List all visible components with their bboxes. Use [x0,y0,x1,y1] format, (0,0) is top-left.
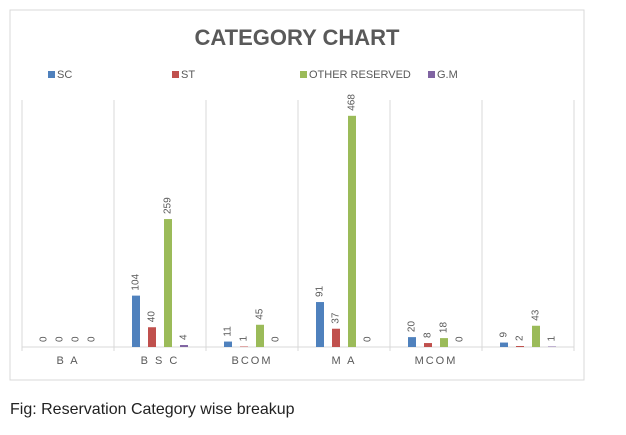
bar [532,326,540,347]
legend-label: G.M [437,69,458,81]
value-label: 20 [407,321,418,333]
value-label: 18 [439,322,450,334]
value-label: 0 [271,336,282,342]
value-label: 11 [223,326,234,337]
bar [500,343,508,347]
bar [332,329,340,347]
bar [132,296,140,347]
value-label: 2 [515,335,526,341]
chart-title: CATEGORY CHART [195,25,400,50]
bar [164,219,172,347]
bar [224,342,232,347]
value-label: 43 [531,309,542,321]
bar [424,343,432,347]
legend-swatch [428,71,435,78]
x-tick-label: MCOM [415,355,458,367]
value-label: 91 [315,285,326,297]
caption: Fig: Reservation Category wise breakup [10,401,295,418]
x-tick-label: BCOM [232,355,273,367]
value-label: 104 [131,274,142,291]
bar [348,116,356,347]
value-label: 0 [363,336,374,342]
value-label: 4 [179,334,190,340]
x-tick-label: M A [332,355,357,367]
legend-swatch [300,71,307,78]
value-label: 259 [163,197,174,214]
value-label: 0 [455,336,466,342]
value-label: 0 [39,336,50,342]
value-label: 0 [71,336,82,342]
legend-swatch [48,71,55,78]
bar [316,302,324,347]
bar [180,345,188,347]
value-label: 8 [423,332,434,338]
x-tick-label: B A [56,355,79,367]
value-label: 40 [147,311,158,323]
legend-label: ST [181,69,195,81]
value-label: 1 [547,336,558,342]
bar [148,327,156,347]
value-label: 9 [499,332,510,338]
x-tick-label: B S C [141,355,180,367]
value-label: 0 [87,336,98,342]
bar [440,338,448,347]
legend-label: SC [57,69,72,81]
value-label: 0 [55,336,66,342]
bar [516,346,524,347]
bar [408,337,416,347]
value-label: 45 [255,308,266,320]
legend-swatch [172,71,179,78]
value-label: 468 [347,94,358,111]
chart-frame [10,10,584,380]
legend-label: OTHER RESERVED [309,69,411,81]
bar [256,325,264,347]
value-label: 37 [331,312,342,324]
value-label: 1 [239,336,250,342]
